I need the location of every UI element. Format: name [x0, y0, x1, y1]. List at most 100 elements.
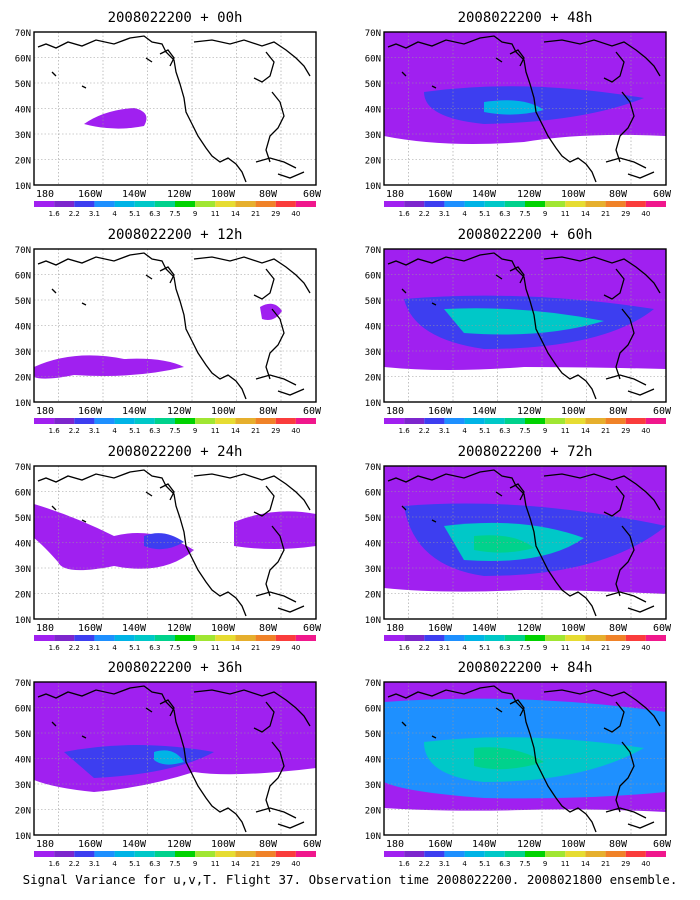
- lon-tick-label: 160W: [428, 623, 453, 634]
- colorbar-swatch: [565, 851, 586, 857]
- lat-tick-label: 50N: [15, 514, 31, 524]
- colorbar-label: 11: [211, 210, 220, 218]
- lon-tick-label: 160W: [78, 623, 103, 634]
- lon-tick-label: 140W: [122, 189, 147, 200]
- variance-contour: [84, 108, 147, 129]
- colorbar-swatch: [464, 201, 485, 207]
- lat-tick-label: 20N: [365, 157, 381, 167]
- panel-map: 10N 20N 30N 40N 50N 60N 70N 180 160W 140W 120W 100W…: [15, 463, 322, 652]
- panel-map: 10N 20N 30N 40N 50N 60N 70N 180 160W 140W 120W 100W…: [365, 29, 672, 218]
- colorbar-label: 5.1: [479, 210, 490, 218]
- map-frame: [33, 31, 317, 186]
- colorbar-swatch: [54, 851, 75, 857]
- colorbar-label: 14: [231, 860, 240, 868]
- colorbar-label: 5.1: [479, 644, 490, 652]
- colorbar-swatch: [585, 418, 606, 424]
- lat-tick-label: 30N: [15, 781, 31, 791]
- colorbar-swatch: [504, 851, 525, 857]
- colorbar-swatch: [74, 201, 95, 207]
- map-frame: [33, 248, 317, 403]
- colorbar-swatch: [464, 851, 485, 857]
- map-panel: 2008022200 + 72h 10N 20N 30N 40N 50N 60N 70N 180…: [350, 442, 690, 652]
- lon-tick-label: 60W: [653, 406, 672, 417]
- coastline: [495, 491, 503, 497]
- lat-tick-label: 10N: [15, 399, 31, 409]
- colorbar-swatch: [384, 201, 405, 207]
- lat-tick-label: 60N: [15, 489, 31, 499]
- lat-tick-label: 30N: [365, 565, 381, 575]
- colorbar-swatch: [605, 418, 626, 424]
- colorbar-label: 11: [561, 210, 570, 218]
- colorbar-label: 40: [291, 210, 300, 218]
- lon-tick-label: 140W: [122, 406, 147, 417]
- panel-title: 2008022200 + 00h: [107, 10, 243, 26]
- coastline: [387, 685, 597, 833]
- coastline: [509, 266, 525, 284]
- colorbar-swatch: [565, 201, 586, 207]
- coastline: [387, 469, 597, 617]
- colorbar-label: 11: [561, 860, 570, 868]
- lon-tick-label: 160W: [78, 189, 103, 200]
- lon-tick-label: 100W: [561, 406, 586, 417]
- colorbar-label: 9: [193, 427, 197, 435]
- colorbar-label: 21: [601, 644, 610, 652]
- coastline: [509, 49, 525, 67]
- colorbar-label: 14: [581, 860, 590, 868]
- coastline: [37, 35, 247, 183]
- lat-tick-label: 60N: [365, 705, 381, 715]
- coastline: [51, 71, 57, 77]
- colorbar-label: 6.3: [149, 427, 160, 435]
- lon-tick-label: 140W: [472, 839, 497, 850]
- colorbar-swatch: [585, 635, 606, 641]
- lon-tick-label: 80W: [259, 406, 278, 417]
- colorbar-swatch: [525, 635, 546, 641]
- lon-tick-label: 140W: [122, 839, 147, 850]
- coastline: [81, 519, 87, 523]
- lat-tick-label: 70N: [15, 679, 31, 689]
- colorbar-label: 1.6: [399, 644, 411, 652]
- colorbar-label: 11: [561, 427, 570, 435]
- panel-title: 2008022200 + 36h: [107, 660, 243, 676]
- lon-tick-label: 180: [386, 406, 404, 417]
- colorbar-label: 14: [581, 427, 590, 435]
- lon-tick-label: 120W: [517, 839, 542, 850]
- colorbar-label: 40: [641, 644, 650, 652]
- lon-tick-label: 60W: [303, 839, 322, 850]
- colorbar-swatch: [114, 851, 135, 857]
- colorbar-swatch: [235, 418, 256, 424]
- colorbar-swatch: [645, 851, 666, 857]
- lon-tick-label: 60W: [303, 189, 322, 200]
- colorbar-label: 40: [641, 427, 650, 435]
- colorbar-label: 5.1: [479, 427, 490, 435]
- colorbar-swatch: [175, 201, 196, 207]
- coastline: [193, 689, 311, 727]
- colorbar-swatch: [94, 418, 115, 424]
- colorbar-label: 7.5: [519, 644, 530, 652]
- colorbar-swatch: [215, 851, 236, 857]
- panel-title: 2008022200 + 12h: [107, 227, 243, 243]
- lat-tick-label: 50N: [15, 730, 31, 740]
- coastline: [495, 274, 503, 280]
- map-frame: [33, 465, 317, 620]
- colorbar-label: 3.1: [89, 427, 100, 435]
- colorbar-swatch: [235, 635, 256, 641]
- coastline: [431, 519, 437, 523]
- coastline: [509, 699, 525, 717]
- lon-tick-label: 80W: [259, 189, 278, 200]
- colorbar-label: 9: [543, 427, 547, 435]
- lon-tick-label: 160W: [428, 189, 453, 200]
- colorbar-label: 2.2: [419, 210, 430, 218]
- colorbar-swatch: [585, 851, 606, 857]
- colorbar-swatch: [484, 635, 505, 641]
- colorbar-label: 2.2: [69, 644, 80, 652]
- lon-tick-label: 60W: [653, 839, 672, 850]
- lon-tick-label: 180: [36, 189, 54, 200]
- lon-tick-label: 100W: [211, 406, 236, 417]
- colorbar-label: 2.2: [69, 427, 80, 435]
- colorbar-swatch: [34, 201, 55, 207]
- coastline: [615, 741, 635, 813]
- lat-tick-label: 50N: [15, 297, 31, 307]
- colorbar-swatch: [275, 851, 296, 857]
- colorbar-swatch: [114, 418, 135, 424]
- coastline: [159, 49, 175, 67]
